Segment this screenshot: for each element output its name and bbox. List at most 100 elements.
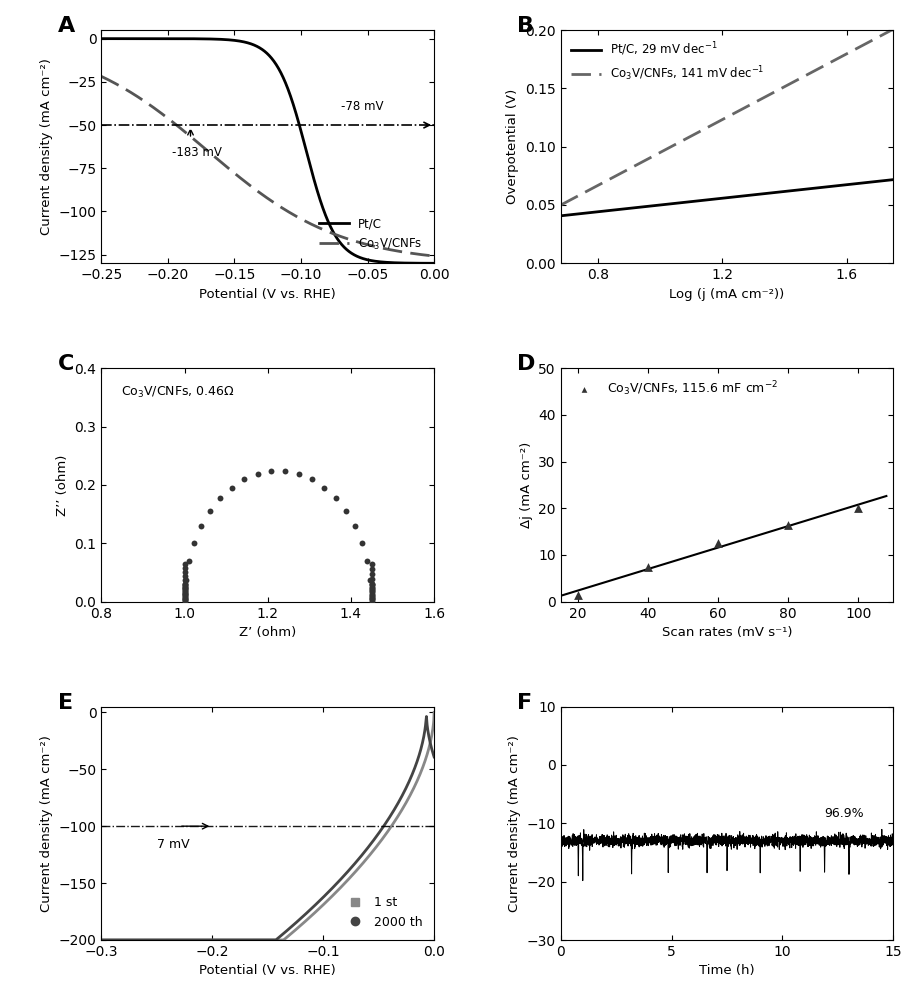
Point bbox=[305, 471, 320, 487]
Point bbox=[851, 500, 866, 516]
Y-axis label: Δj (mA cm⁻²): Δj (mA cm⁻²) bbox=[519, 442, 532, 528]
Line: Co$_3$V/CNFs, 141 mV dec$^{-1}$: Co$_3$V/CNFs, 141 mV dec$^{-1}$ bbox=[561, 30, 893, 205]
Point bbox=[317, 480, 332, 496]
Y-axis label: Z’’ (ohm): Z’’ (ohm) bbox=[56, 454, 69, 516]
Text: C: C bbox=[58, 354, 75, 374]
Point bbox=[347, 518, 362, 534]
Pt/C, 29 mV dec$^{-1}$ bbox=[759, 188, 770, 200]
Point bbox=[365, 585, 379, 601]
Point bbox=[365, 588, 379, 604]
Point bbox=[203, 503, 217, 519]
Point bbox=[177, 582, 192, 598]
X-axis label: Scan rates (mV s⁻¹): Scan rates (mV s⁻¹) bbox=[661, 626, 792, 639]
Point bbox=[365, 577, 379, 593]
Point bbox=[177, 585, 192, 601]
Point bbox=[365, 556, 379, 572]
Point bbox=[177, 591, 192, 607]
Point bbox=[641, 559, 656, 575]
Co$_3$V/CNFs, 141 mV dec$^{-1}$ bbox=[753, 94, 764, 106]
Point bbox=[365, 590, 379, 606]
Point bbox=[177, 592, 192, 608]
Point bbox=[177, 584, 192, 600]
Point bbox=[177, 581, 192, 597]
Point bbox=[365, 582, 379, 598]
Point bbox=[177, 578, 192, 594]
Point bbox=[363, 572, 378, 588]
Text: A: A bbox=[58, 16, 76, 36]
Point bbox=[177, 564, 192, 580]
Point bbox=[365, 576, 379, 592]
Pt/C, 29 mV dec$^{-1}$ bbox=[857, 177, 868, 189]
Text: F: F bbox=[518, 693, 532, 713]
Pt/C, 29 mV dec$^{-1}$ bbox=[888, 174, 899, 186]
Point bbox=[711, 535, 726, 551]
Point bbox=[360, 553, 375, 569]
Point bbox=[291, 466, 306, 482]
Point bbox=[177, 577, 192, 593]
Point bbox=[365, 587, 379, 603]
Point bbox=[365, 571, 379, 587]
Point bbox=[177, 568, 192, 584]
Text: D: D bbox=[518, 354, 536, 374]
Y-axis label: Current density (mA cm⁻²): Current density (mA cm⁻²) bbox=[40, 735, 52, 912]
Legend: 1 st, 2000 th: 1 st, 2000 th bbox=[341, 892, 428, 934]
Pt/C, 29 mV dec$^{-1}$ bbox=[752, 188, 764, 200]
Co$_3$V/CNFs, 141 mV dec$^{-1}$ bbox=[857, 40, 868, 52]
Point bbox=[177, 591, 192, 607]
Point bbox=[177, 583, 192, 599]
Point bbox=[365, 583, 379, 599]
Y-axis label: Current density (mA cm⁻²): Current density (mA cm⁻²) bbox=[40, 58, 52, 235]
X-axis label: Potential (V vs. RHE): Potential (V vs. RHE) bbox=[199, 964, 336, 977]
Point bbox=[251, 466, 265, 482]
Line: Pt/C, 29 mV dec$^{-1}$: Pt/C, 29 mV dec$^{-1}$ bbox=[561, 180, 893, 216]
X-axis label: Time (h): Time (h) bbox=[699, 964, 755, 977]
Point bbox=[177, 592, 192, 608]
Point bbox=[177, 586, 192, 602]
Point bbox=[177, 576, 192, 592]
Text: -78 mV: -78 mV bbox=[341, 100, 383, 113]
Y-axis label: Current density (mA cm⁻²): Current density (mA cm⁻²) bbox=[507, 735, 521, 912]
Point bbox=[277, 463, 292, 479]
Point bbox=[177, 589, 192, 605]
Point bbox=[177, 587, 192, 603]
Point bbox=[177, 588, 192, 604]
Point bbox=[177, 580, 192, 596]
Point bbox=[177, 586, 192, 602]
Co$_3$V/CNFs, 141 mV dec$^{-1}$ bbox=[759, 91, 770, 103]
Text: E: E bbox=[58, 693, 73, 713]
Co$_3$V/CNFs, 141 mV dec$^{-1}$ bbox=[752, 95, 764, 107]
Point bbox=[177, 576, 192, 592]
Y-axis label: Overpotential (V): Overpotential (V) bbox=[507, 89, 519, 204]
Text: 96.9%: 96.9% bbox=[824, 807, 865, 820]
Point bbox=[225, 480, 239, 496]
Point bbox=[177, 580, 192, 596]
Point bbox=[781, 517, 796, 533]
Point bbox=[365, 589, 379, 605]
Point bbox=[177, 572, 192, 588]
Legend: Pt/C, Co$_3$V/CNFs: Pt/C, Co$_3$V/CNFs bbox=[313, 212, 428, 257]
Point bbox=[365, 576, 379, 592]
Point bbox=[365, 566, 379, 582]
Pt/C, 29 mV dec$^{-1}$ bbox=[753, 188, 764, 200]
Point bbox=[213, 490, 227, 506]
Point bbox=[355, 535, 369, 551]
Co$_3$V/CNFs, 141 mV dec$^{-1}$ bbox=[556, 199, 567, 211]
Pt/C, 29 mV dec$^{-1}$ bbox=[556, 210, 567, 222]
Point bbox=[365, 592, 379, 608]
Co$_3$V/CNFs, 141 mV dec$^{-1}$ bbox=[887, 24, 898, 36]
Point bbox=[179, 572, 193, 588]
Point bbox=[181, 553, 196, 569]
Point bbox=[177, 560, 192, 576]
X-axis label: Log (j (mA cm⁻²)): Log (j (mA cm⁻²)) bbox=[670, 288, 785, 301]
Point bbox=[187, 535, 202, 551]
Text: B: B bbox=[518, 16, 534, 36]
Point bbox=[365, 581, 379, 597]
Point bbox=[177, 590, 192, 606]
Pt/C, 29 mV dec$^{-1}$ bbox=[835, 179, 846, 191]
Point bbox=[329, 490, 344, 506]
Point bbox=[194, 518, 209, 534]
X-axis label: Potential (V vs. RHE): Potential (V vs. RHE) bbox=[199, 288, 336, 301]
Point bbox=[365, 584, 379, 600]
Text: 7 mV: 7 mV bbox=[157, 838, 190, 851]
Text: Co$_3$V/CNFs, 0.46$\Omega$: Co$_3$V/CNFs, 0.46$\Omega$ bbox=[122, 385, 235, 400]
